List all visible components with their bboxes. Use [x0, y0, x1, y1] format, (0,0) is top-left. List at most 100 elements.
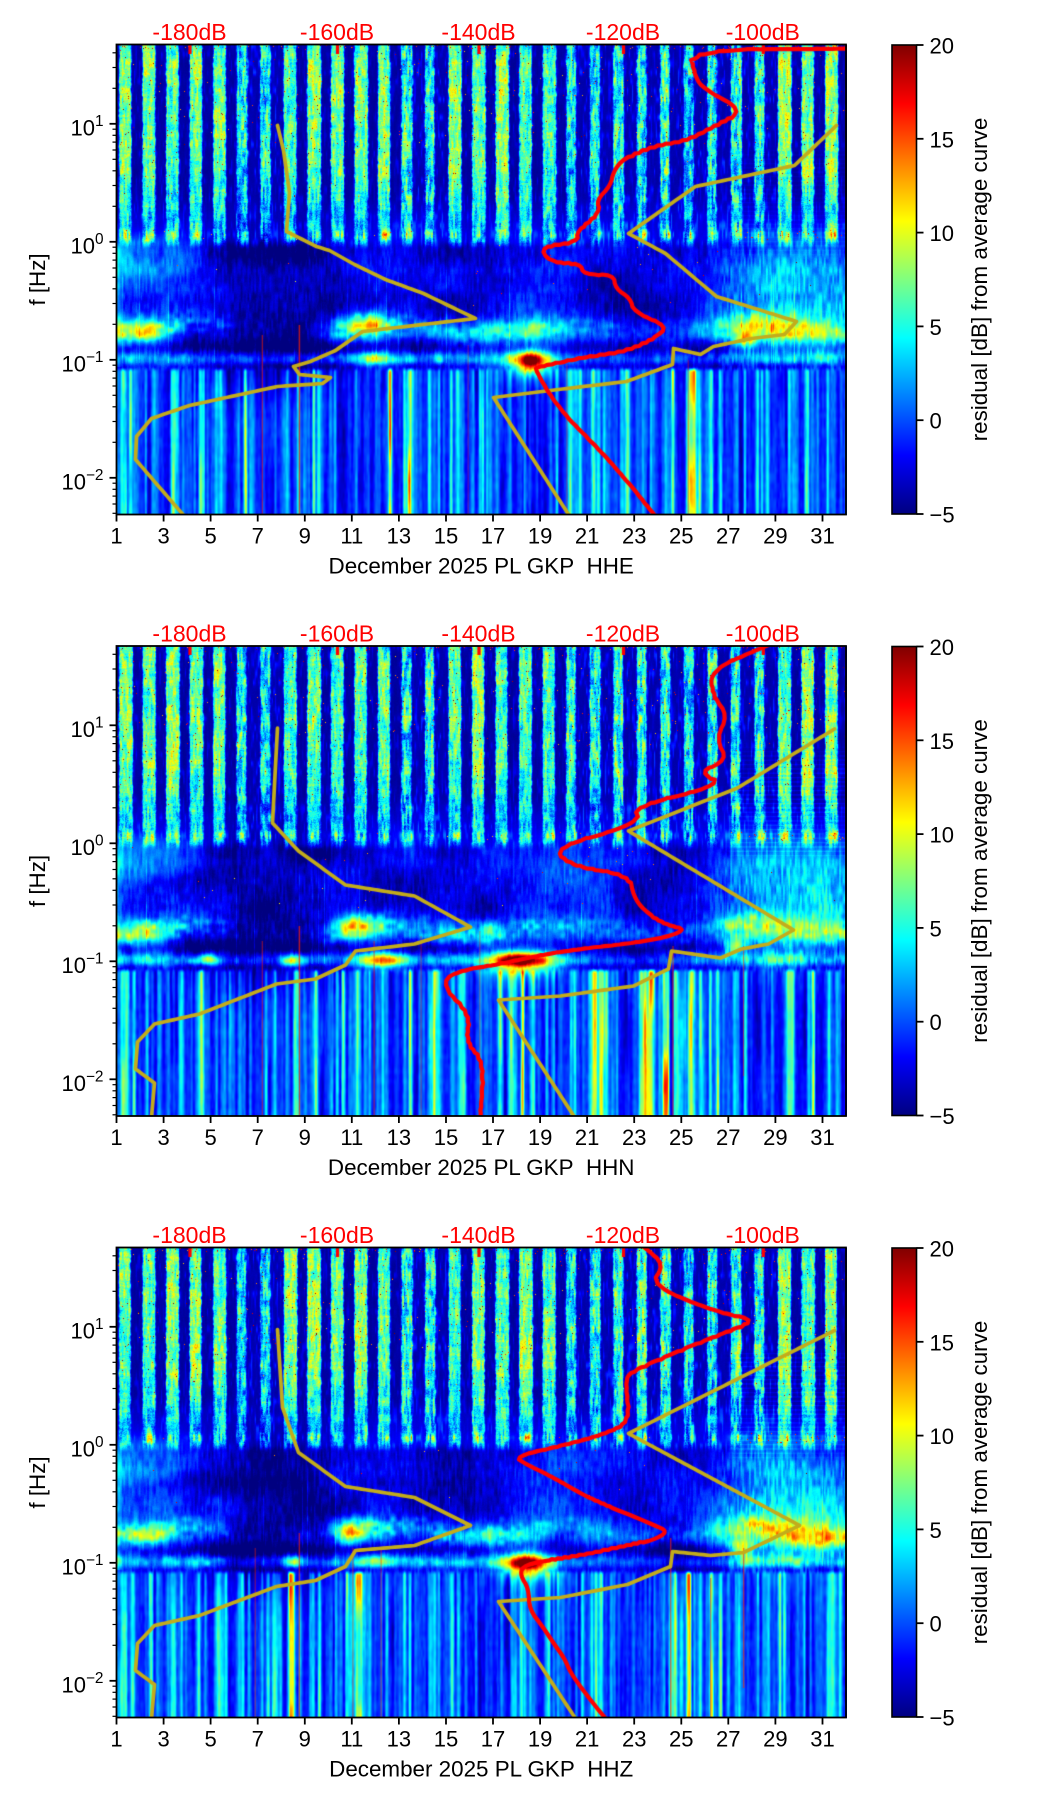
svg-text:17: 17 [481, 524, 505, 549]
svg-text:15: 15 [434, 524, 458, 549]
svg-text:3: 3 [157, 1125, 169, 1150]
svg-text:25: 25 [669, 1727, 693, 1752]
svg-text:101: 101 [70, 714, 103, 742]
svg-text:101: 101 [70, 113, 103, 141]
svg-text:20: 20 [930, 635, 954, 660]
svg-text:residual [dB] from average cur: residual [dB] from average curve [967, 1321, 992, 1645]
svg-text:-120dB: -120dB [586, 621, 660, 647]
svg-text:0: 0 [930, 1010, 942, 1035]
svg-text:31: 31 [810, 1125, 834, 1150]
svg-text:21: 21 [575, 524, 599, 549]
svg-text:7: 7 [252, 524, 264, 549]
svg-text:15: 15 [434, 1125, 458, 1150]
svg-text:December 2025 PL GKP HHE: December 2025 PL GKP HHE [329, 554, 634, 579]
svg-text:23: 23 [622, 1125, 646, 1150]
svg-text:19: 19 [528, 1727, 552, 1752]
svg-text:f [Hz]: f [Hz] [25, 855, 50, 907]
svg-text:0: 0 [930, 409, 942, 434]
svg-text:7: 7 [252, 1727, 264, 1752]
svg-text:25: 25 [669, 1125, 693, 1150]
svg-text:-160dB: -160dB [300, 19, 374, 45]
svg-text:December 2025 PL GKP HHZ: December 2025 PL GKP HHZ [329, 1757, 633, 1782]
svg-text:5: 5 [204, 524, 216, 549]
svg-text:13: 13 [387, 524, 411, 549]
svg-text:residual [dB] from average cur: residual [dB] from average curve [967, 118, 992, 442]
svg-text:3: 3 [157, 1727, 169, 1752]
svg-text:10−2: 10−2 [61, 1670, 103, 1698]
svg-text:101: 101 [70, 1316, 103, 1344]
svg-text:29: 29 [763, 1125, 787, 1150]
svg-text:-140dB: -140dB [441, 621, 515, 647]
svg-text:9: 9 [299, 1727, 311, 1752]
svg-text:20: 20 [930, 1237, 954, 1262]
svg-text:1: 1 [110, 1125, 122, 1150]
svg-text:-180dB: -180dB [152, 621, 226, 647]
svg-text:-160dB: -160dB [300, 621, 374, 647]
svg-text:25: 25 [669, 524, 693, 549]
svg-text:7: 7 [252, 1125, 264, 1150]
svg-text:−5: −5 [930, 1706, 955, 1731]
svg-text:23: 23 [622, 524, 646, 549]
svg-text:100: 100 [70, 832, 103, 860]
svg-text:11: 11 [340, 1125, 363, 1150]
svg-text:5: 5 [204, 1727, 216, 1752]
svg-text:−5: −5 [930, 503, 955, 528]
svg-text:5: 5 [204, 1125, 216, 1150]
svg-text:10: 10 [930, 221, 954, 246]
svg-text:11: 11 [340, 1727, 363, 1752]
svg-text:5: 5 [930, 916, 942, 941]
svg-text:f [Hz]: f [Hz] [25, 253, 50, 305]
svg-text:21: 21 [575, 1125, 599, 1150]
svg-text:-100dB: -100dB [726, 1222, 800, 1248]
svg-text:19: 19 [528, 1125, 552, 1150]
svg-text:10: 10 [930, 1424, 954, 1449]
svg-text:5: 5 [930, 1518, 942, 1543]
svg-text:f [Hz]: f [Hz] [25, 1456, 50, 1508]
svg-text:15: 15 [930, 729, 954, 754]
svg-text:10−1: 10−1 [61, 349, 103, 377]
svg-text:10−2: 10−2 [61, 467, 103, 495]
svg-text:10−1: 10−1 [61, 950, 103, 978]
svg-text:-140dB: -140dB [441, 19, 515, 45]
svg-text:13: 13 [387, 1727, 411, 1752]
svg-text:13: 13 [387, 1125, 411, 1150]
svg-text:-180dB: -180dB [152, 1222, 226, 1248]
svg-text:20: 20 [930, 34, 954, 59]
svg-text:27: 27 [716, 1727, 740, 1752]
svg-text:-140dB: -140dB [441, 1222, 515, 1248]
svg-text:1: 1 [110, 1727, 122, 1752]
svg-text:1: 1 [110, 524, 122, 549]
svg-text:3: 3 [157, 524, 169, 549]
svg-text:27: 27 [716, 524, 740, 549]
svg-text:100: 100 [70, 231, 103, 258]
svg-text:10−2: 10−2 [61, 1068, 103, 1096]
svg-text:December 2025 PL GKP HHN: December 2025 PL GKP HHN [328, 1155, 635, 1180]
svg-text:-180dB: -180dB [152, 19, 226, 45]
svg-text:21: 21 [575, 1727, 599, 1752]
svg-text:residual [dB] from average cur: residual [dB] from average curve [967, 719, 992, 1043]
svg-text:11: 11 [340, 524, 363, 549]
svg-text:17: 17 [481, 1727, 505, 1752]
svg-text:15: 15 [930, 1330, 954, 1355]
svg-text:0: 0 [930, 1612, 942, 1637]
svg-text:-100dB: -100dB [726, 19, 800, 45]
svg-text:31: 31 [810, 1727, 834, 1752]
svg-text:-100dB: -100dB [726, 621, 800, 647]
svg-text:-120dB: -120dB [586, 1222, 660, 1248]
svg-text:-160dB: -160dB [300, 1222, 374, 1248]
svg-text:29: 29 [763, 524, 787, 549]
svg-text:5: 5 [930, 315, 942, 340]
svg-text:27: 27 [716, 1125, 740, 1150]
svg-text:15: 15 [434, 1727, 458, 1752]
svg-text:31: 31 [810, 524, 834, 549]
svg-text:10: 10 [930, 823, 954, 848]
svg-text:29: 29 [763, 1727, 787, 1752]
svg-text:−5: −5 [930, 1104, 955, 1129]
svg-text:17: 17 [481, 1125, 505, 1150]
svg-text:9: 9 [299, 524, 311, 549]
svg-text:-120dB: -120dB [586, 19, 660, 45]
svg-text:9: 9 [299, 1125, 311, 1150]
svg-text:10−1: 10−1 [61, 1552, 103, 1580]
svg-text:23: 23 [622, 1727, 646, 1752]
svg-text:100: 100 [70, 1434, 103, 1462]
